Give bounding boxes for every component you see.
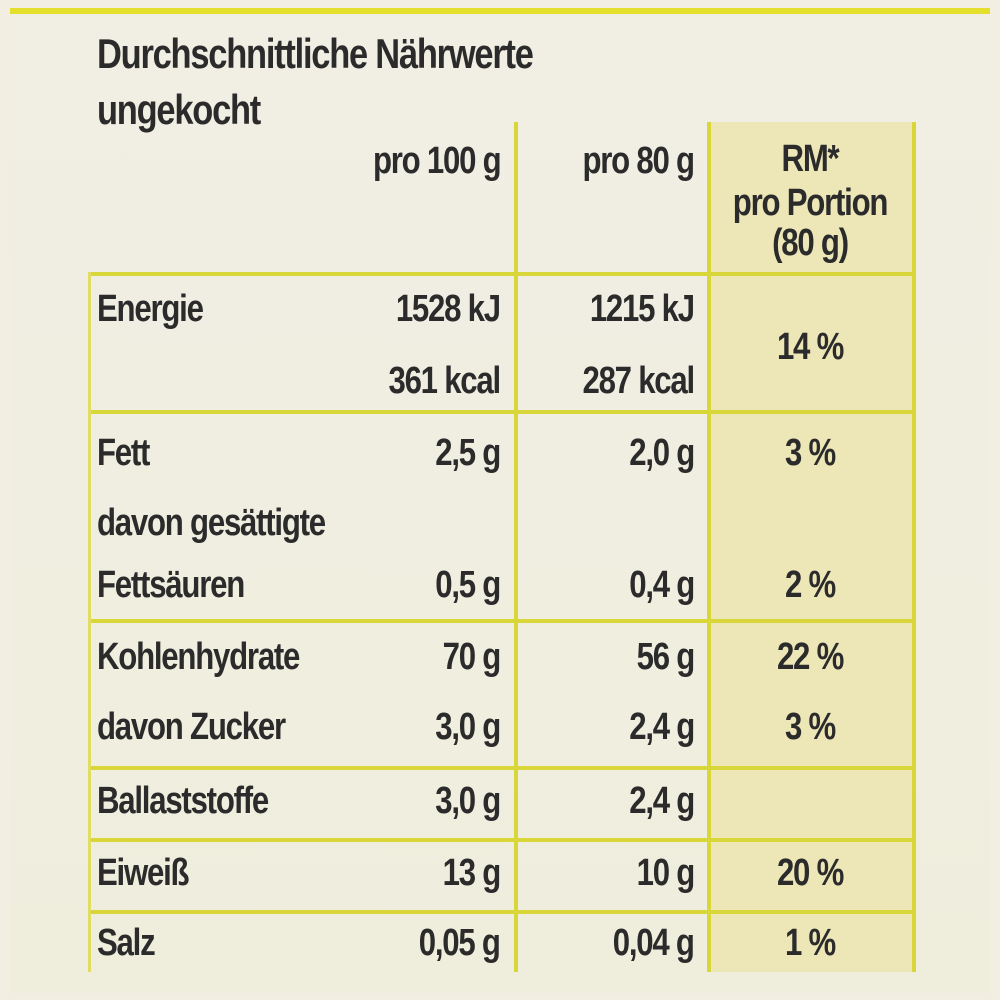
value-energie-kj-100: 1528 kJ bbox=[395, 288, 501, 330]
column-divider-3 bbox=[912, 122, 916, 972]
row-label-kohlenhydrate: Kohlenhydrate bbox=[97, 636, 300, 678]
value-salz-100: 0,05 g bbox=[419, 922, 501, 964]
value-kohlenhydrate-100: 70 g bbox=[442, 636, 502, 678]
row-label-zucker: davon Zucker bbox=[97, 706, 286, 748]
table-title: Durchschnittliche Nährwerte bbox=[97, 30, 534, 77]
value-gesaettigt-rm: 2 % bbox=[784, 564, 836, 606]
column-divider-1 bbox=[514, 122, 518, 972]
value-energie-kcal-100: 361 kcal bbox=[388, 360, 502, 402]
row-divider bbox=[88, 619, 916, 623]
column-header-rm-portion: pro Portion bbox=[732, 182, 889, 224]
column-header-rm-size: (80 g) bbox=[772, 222, 849, 264]
row-divider bbox=[88, 272, 916, 276]
value-salz-rm: 1 % bbox=[784, 922, 836, 964]
column-header-rm: RM* bbox=[781, 138, 840, 180]
value-zucker-80: 2,4 g bbox=[629, 706, 695, 748]
value-eiweiss-100: 13 g bbox=[442, 852, 502, 894]
value-eiweiss-80: 10 g bbox=[636, 852, 696, 894]
value-fett-80: 2,0 g bbox=[629, 432, 695, 474]
value-eiweiss-rm: 20 % bbox=[776, 852, 844, 894]
value-energie-kj-80: 1215 kJ bbox=[589, 288, 695, 330]
value-kohlenhydrate-rm: 22 % bbox=[776, 636, 844, 678]
column-divider-2 bbox=[707, 122, 711, 972]
value-ballaststoffe-100: 3,0 g bbox=[435, 780, 501, 822]
row-label-energie: Energie bbox=[97, 288, 204, 330]
value-gesaettigt-100: 0,5 g bbox=[435, 564, 501, 606]
value-ballaststoffe-80: 2,4 g bbox=[629, 780, 695, 822]
row-label-eiweiss: Eiweiß bbox=[97, 852, 190, 894]
row-label-gesaettigt-1: davon gesättigte bbox=[97, 502, 326, 544]
row-divider bbox=[88, 838, 916, 842]
rm-column-background bbox=[707, 122, 915, 972]
row-label-gesaettigt-2: Fettsäuren bbox=[97, 564, 245, 606]
value-zucker-100: 3,0 g bbox=[435, 706, 501, 748]
row-label-fett: Fett bbox=[97, 432, 150, 474]
value-fett-100: 2,5 g bbox=[435, 432, 501, 474]
value-gesaettigt-80: 0,4 g bbox=[629, 564, 695, 606]
row-divider bbox=[88, 410, 916, 414]
row-divider bbox=[88, 766, 916, 770]
value-energie-rm: 14 % bbox=[776, 326, 844, 368]
row-divider bbox=[88, 910, 916, 914]
row-label-ballaststoffe: Ballaststoffe bbox=[97, 780, 269, 822]
left-border bbox=[88, 272, 91, 972]
table-subtitle: ungekocht bbox=[97, 86, 261, 133]
column-header-per80: pro 80 g bbox=[582, 140, 696, 182]
row-label-salz: Salz bbox=[97, 922, 156, 964]
value-kohlenhydrate-80: 56 g bbox=[636, 636, 696, 678]
value-energie-kcal-80: 287 kcal bbox=[582, 360, 696, 402]
value-zucker-rm: 3 % bbox=[784, 706, 836, 748]
value-fett-rm: 3 % bbox=[784, 432, 836, 474]
value-salz-80: 0,04 g bbox=[613, 922, 695, 964]
column-header-per100: pro 100 g bbox=[372, 140, 502, 182]
